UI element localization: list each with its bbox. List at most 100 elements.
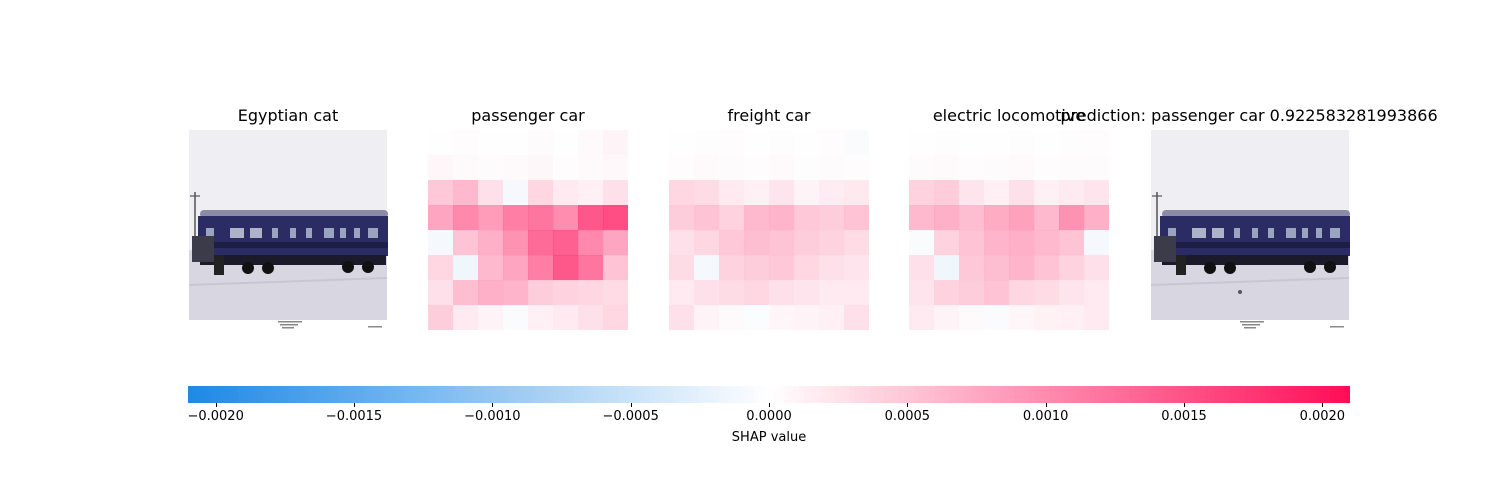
heatmap-cell [1034, 230, 1060, 256]
colorbar-segment [1259, 386, 1266, 403]
heatmap-cell [959, 130, 985, 156]
colorbar-segment [1169, 386, 1176, 403]
heatmap-cell [844, 305, 869, 330]
heatmap-cell [719, 230, 745, 256]
colorbar-segment [1024, 386, 1031, 403]
train-photo-prediction [1150, 130, 1350, 330]
heatmap-cell [1009, 130, 1035, 156]
heatmap-cell [578, 205, 604, 231]
heatmap-cell [1034, 255, 1060, 281]
heatmap-cell [528, 255, 554, 281]
heatmap-cell [603, 180, 628, 206]
colorbar-segment [1004, 386, 1011, 403]
heatmap-cell [553, 155, 579, 181]
heatmap-cell [819, 255, 845, 281]
colorbar-segment [283, 386, 289, 403]
colorbar-segment [488, 386, 495, 403]
colorbar-segment [1309, 386, 1316, 403]
heatmap-cell [719, 305, 745, 330]
colorbar-segment [493, 386, 500, 403]
colorbar-segment [899, 386, 905, 403]
heatmap-cell [794, 305, 820, 330]
colorbar-segment [884, 386, 890, 403]
heatmap-cell [578, 305, 604, 330]
colorbar-segment [1334, 386, 1341, 403]
colorbar-segment [743, 386, 750, 403]
heatmap-cell [553, 130, 579, 156]
colorbar-segment [738, 386, 745, 403]
colorbar-segment [468, 386, 475, 403]
colorbar-segment [1129, 386, 1136, 403]
colorbar-segment [393, 386, 399, 403]
colorbar-segment [889, 386, 895, 403]
colorbar-segment [1244, 386, 1251, 403]
colorbar-segment [864, 386, 870, 403]
heatmap-cell [959, 180, 985, 206]
heatmap-cell [794, 180, 820, 206]
heatmap-cell [744, 255, 770, 281]
colorbar-segment [573, 386, 580, 403]
heatmap-cell [744, 280, 770, 306]
heatmap-cell [503, 230, 529, 256]
colorbar-segment [1324, 386, 1331, 403]
original-image-panel [188, 130, 388, 330]
colorbar-segment [413, 386, 419, 403]
colorbar-segment [794, 386, 800, 403]
colorbar-segment [909, 386, 915, 403]
colorbar-segment [974, 386, 980, 403]
colorbar-segment [433, 386, 440, 403]
colorbar-segment [1314, 386, 1321, 403]
heatmap-cell [453, 255, 479, 281]
colorbar-segment [904, 386, 910, 403]
colorbar-segment [678, 386, 685, 403]
heatmap-cell [503, 180, 529, 206]
colorbar-segment [959, 386, 965, 403]
colorbar-segment [784, 386, 790, 403]
colorbar-segment [914, 386, 920, 403]
colorbar-segment [293, 386, 299, 403]
panel-title-2: passenger car [471, 106, 585, 125]
heatmap-cell [453, 230, 479, 256]
colorbar-tick-label: −0.0010 [464, 409, 521, 424]
heatmap-cell [984, 255, 1010, 281]
colorbar-segment [628, 386, 635, 403]
colorbar-segment [633, 386, 640, 403]
heatmap-cell [959, 230, 985, 256]
heatmap-cell [528, 205, 554, 231]
heatmap-cell [453, 205, 479, 231]
colorbar-segment [1254, 386, 1261, 403]
heatmap-cell [1009, 180, 1035, 206]
colorbar-segment [894, 386, 900, 403]
heatmap-cell [503, 155, 529, 181]
colorbar-segment [1189, 386, 1196, 403]
colorbar-segment [804, 386, 810, 403]
colorbar-segment [598, 386, 605, 403]
colorbar-segment [343, 386, 349, 403]
colorbar-segment [428, 386, 435, 403]
heatmap-cell [769, 180, 795, 206]
heatmap-cell [819, 205, 845, 231]
heatmap-cell [1009, 205, 1035, 231]
heatmap-cell [578, 155, 604, 181]
heatmap-cell [428, 205, 454, 231]
colorbar-segment [248, 386, 254, 403]
colorbar-segment [1249, 386, 1256, 403]
heatmap-cell [578, 130, 604, 156]
heatmap-cell [578, 180, 604, 206]
colorbar-segment [638, 386, 645, 403]
colorbar-segment [298, 386, 304, 403]
colorbar-segment [1089, 386, 1096, 403]
colorbar-segment [1104, 386, 1111, 403]
colorbar-tick-label: −0.0015 [325, 409, 383, 424]
colorbar-segment [243, 386, 249, 403]
colorbar-segment [223, 386, 229, 403]
colorbar-segment [228, 386, 234, 403]
heatmap-cell [1059, 180, 1085, 206]
colorbar-segment [758, 386, 765, 403]
heatmap-cell [578, 280, 604, 306]
heatmap-cell [844, 180, 869, 206]
heatmap-cell [744, 230, 770, 256]
heatmap-cell [528, 280, 554, 306]
heatmap-cell [428, 180, 454, 206]
colorbar-segment [313, 386, 319, 403]
